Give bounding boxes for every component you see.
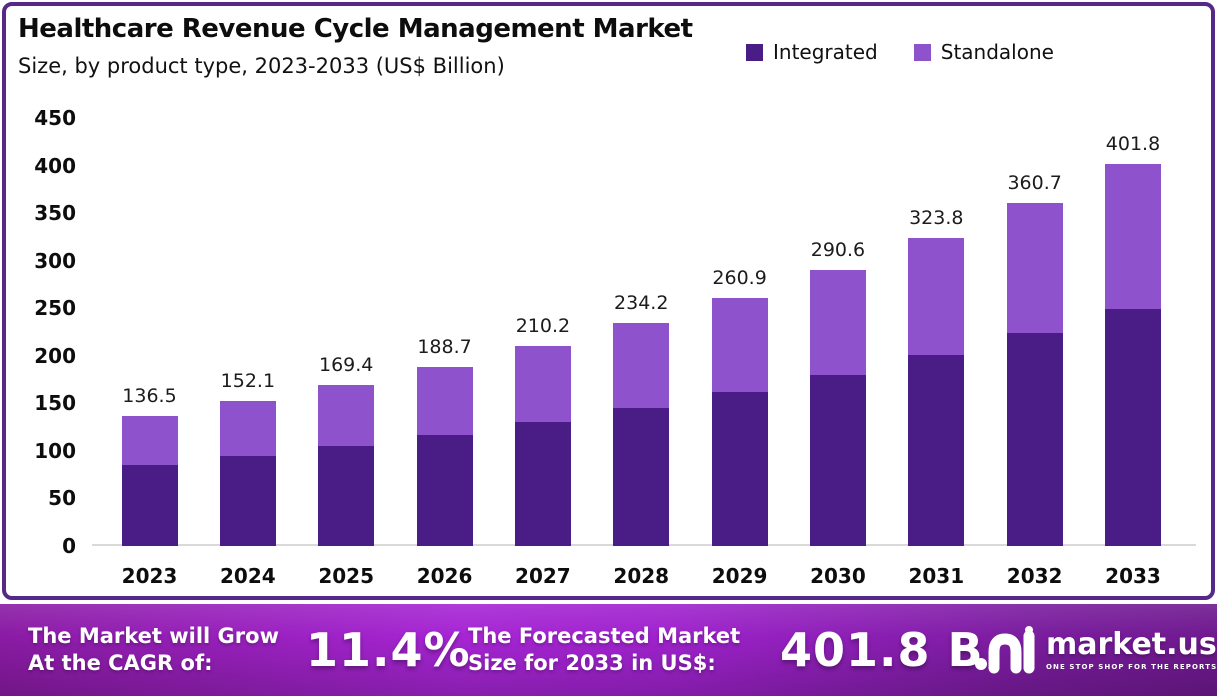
y-axis-tick-label: 300 bbox=[34, 248, 76, 273]
legend-item-integrated: Integrated bbox=[746, 40, 878, 64]
y-axis-tick-label: 400 bbox=[34, 153, 76, 178]
chart-panel: Healthcare Revenue Cycle Management Mark… bbox=[2, 2, 1215, 600]
bar-segment-standalone-2029 bbox=[711, 297, 768, 393]
bar-segment-standalone-2025 bbox=[318, 384, 375, 447]
bar-segment-standalone-2026 bbox=[416, 366, 473, 435]
y-axis-tick-label: 0 bbox=[62, 534, 76, 558]
bar-total-label-2032: 360.7 bbox=[1007, 171, 1062, 194]
bar-segment-standalone-2024 bbox=[219, 401, 276, 457]
legend-label: Standalone bbox=[940, 40, 1054, 64]
x-axis-tick-label-2027: 2027 bbox=[515, 564, 571, 588]
bar-total-label-2029: 260.9 bbox=[712, 266, 767, 289]
bar-total-label-2024: 152.1 bbox=[220, 370, 276, 393]
x-axis-tick-label-2031: 2031 bbox=[908, 564, 965, 588]
x-axis-tick-label-2023: 2023 bbox=[121, 564, 178, 588]
market-us-logo-mark bbox=[974, 622, 1036, 678]
bar-segment-standalone-2032 bbox=[1006, 202, 1063, 334]
bar-total-label-2031: 323.8 bbox=[909, 207, 964, 230]
bar-total-label-2030: 290.6 bbox=[810, 238, 866, 261]
cagr-value: 11.4% bbox=[306, 623, 471, 677]
bar-total-label-2026: 188.7 bbox=[417, 335, 472, 358]
x-axis-tick-label-2033: 2033 bbox=[1105, 564, 1161, 588]
bar-segment-standalone-2027 bbox=[514, 346, 571, 423]
bar-segment-integrated-2029 bbox=[711, 392, 768, 546]
cagr-caption-line2: At the CAGR of: bbox=[28, 651, 213, 675]
brand-name: market.us bbox=[1046, 627, 1217, 662]
y-axis-tick-label: 100 bbox=[34, 438, 76, 463]
bar-segment-standalone-2023 bbox=[121, 416, 178, 466]
bar-segment-integrated-2033 bbox=[1105, 309, 1161, 546]
legend-item-standalone: Standalone bbox=[913, 40, 1054, 64]
bar-segment-standalone-2031 bbox=[908, 238, 965, 355]
x-axis-tick-label-2024: 2024 bbox=[220, 564, 276, 588]
cagr-caption-line1: The Market will Grow bbox=[28, 624, 279, 648]
forecast-value: 401.8 B bbox=[780, 623, 984, 677]
x-axis-tick-label-2029: 2029 bbox=[711, 564, 768, 588]
bar-segment-integrated-2027 bbox=[514, 422, 571, 546]
bar-segment-integrated-2028 bbox=[613, 407, 670, 546]
bar-total-label-2025: 169.4 bbox=[318, 353, 374, 376]
legend-label: Integrated bbox=[773, 40, 878, 64]
x-axis-tick-label-2026: 2026 bbox=[416, 564, 473, 588]
chart-title: Healthcare Revenue Cycle Management Mark… bbox=[18, 14, 693, 44]
bar-segment-integrated-2031 bbox=[908, 355, 965, 546]
bar-segment-integrated-2023 bbox=[121, 465, 178, 546]
forecast-caption: The Forecasted Market Size for 2033 in U… bbox=[468, 623, 740, 677]
brand-tagline: ONE STOP SHOP FOR THE REPORTS bbox=[1046, 663, 1217, 671]
bar-segment-integrated-2026 bbox=[416, 434, 473, 546]
cagr-caption: The Market will Grow At the CAGR of: bbox=[28, 623, 279, 677]
forecast-caption-line1: The Forecasted Market bbox=[468, 624, 741, 648]
legend: Integrated Standalone bbox=[746, 40, 1054, 64]
x-axis-tick-label-2028: 2028 bbox=[613, 564, 670, 588]
chart-subtitle: Size, by product type, 2023-2033 (US$ Bi… bbox=[18, 54, 505, 78]
logo-mark-icon bbox=[975, 626, 1035, 674]
bar-segment-integrated-2024 bbox=[219, 456, 276, 546]
bar-segment-standalone-2030 bbox=[809, 269, 866, 375]
y-axis-tick-label: 200 bbox=[34, 343, 76, 368]
y-axis-tick-label: 350 bbox=[34, 201, 76, 226]
integrated-swatch-icon bbox=[746, 43, 763, 61]
bar-total-label-2023: 136.5 bbox=[122, 385, 177, 408]
bar-segment-integrated-2032 bbox=[1006, 333, 1063, 546]
bar-total-label-2027: 210.2 bbox=[515, 315, 571, 338]
brand-block: market.us ONE STOP SHOP FOR THE REPORTS bbox=[1046, 627, 1217, 672]
x-axis-tick-label-2030: 2030 bbox=[810, 564, 866, 588]
bar-segment-integrated-2030 bbox=[809, 374, 866, 546]
x-axis-tick-label-2032: 2032 bbox=[1006, 564, 1063, 588]
bar-segment-standalone-2033 bbox=[1105, 163, 1161, 310]
bar-total-label-2028: 234.2 bbox=[614, 292, 669, 315]
bar-total-label-2033: 401.8 bbox=[1105, 132, 1161, 155]
footer-banner: The Market will Grow At the CAGR of: 11.… bbox=[0, 604, 1217, 696]
bar-segment-standalone-2028 bbox=[613, 323, 670, 408]
forecast-caption-line2: Size for 2033 in US$: bbox=[468, 651, 716, 675]
standalone-swatch-icon bbox=[913, 43, 931, 61]
bar-segment-integrated-2025 bbox=[318, 446, 375, 546]
y-axis-tick-label: 250 bbox=[34, 296, 76, 321]
y-axis-tick-label: 450 bbox=[34, 106, 76, 130]
y-axis-tick-label: 50 bbox=[48, 486, 76, 511]
y-axis-tick-label: 150 bbox=[34, 391, 76, 416]
x-axis-tick-label-2025: 2025 bbox=[318, 564, 375, 588]
